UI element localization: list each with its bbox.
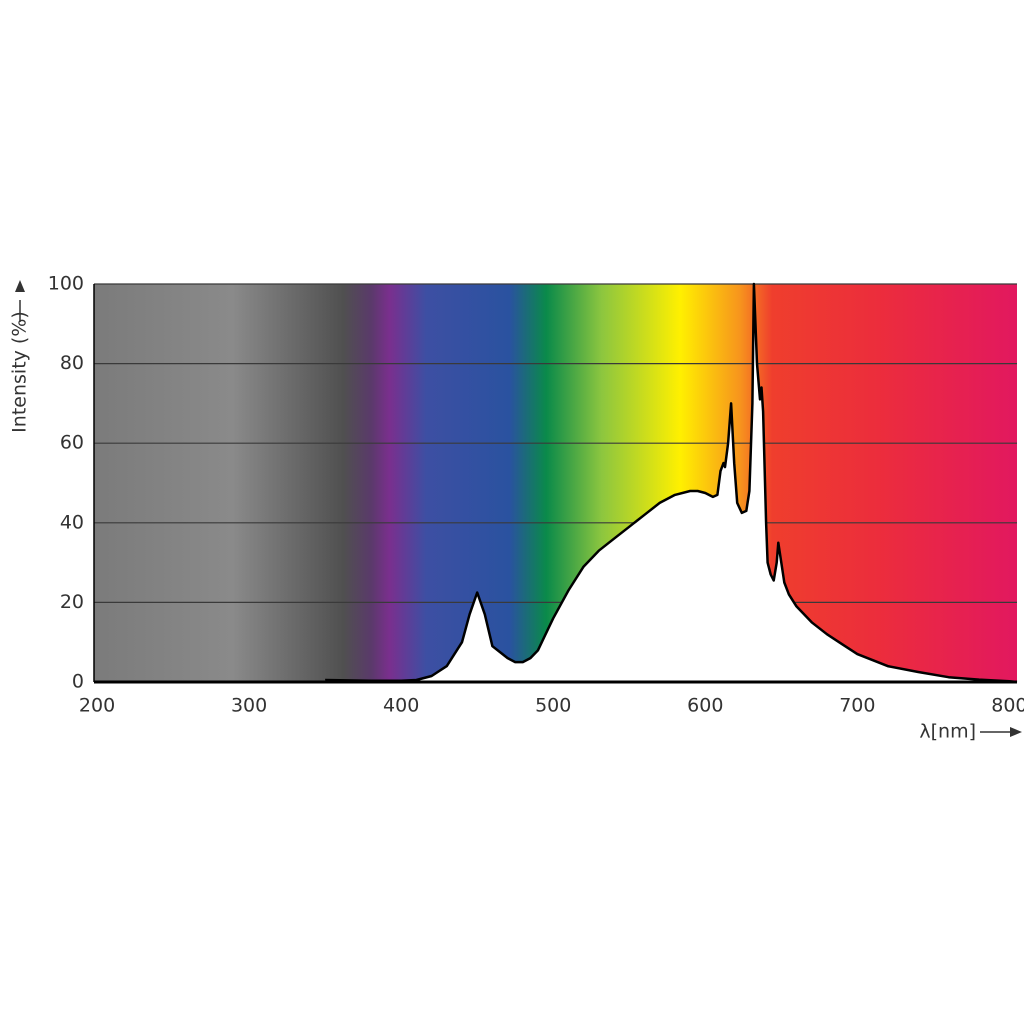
x-tick-label: 200: [79, 695, 115, 717]
spectrum-area: [325, 284, 1018, 682]
y-arrow-head: [15, 280, 25, 292]
x-tick-label: 700: [839, 695, 875, 717]
x-tick-label: 800: [991, 695, 1024, 717]
y-tick-label: 80: [60, 352, 84, 374]
y-tick-label: 60: [60, 432, 84, 454]
y-tick-label: 20: [60, 591, 84, 613]
x-tick-label: 600: [687, 695, 723, 717]
x-arrow-head: [1010, 727, 1022, 737]
y-axis-label: Intensity (%): [9, 311, 31, 433]
y-tick-label: 0: [72, 671, 84, 693]
x-tick-label: 400: [383, 695, 419, 717]
x-tick-label: 500: [535, 695, 571, 717]
y-tick-label: 40: [60, 511, 84, 533]
spectrum-line: [325, 282, 1018, 684]
y-tick-label: 100: [48, 273, 84, 295]
x-tick-label: 300: [231, 695, 267, 717]
x-axis-label: λ[nm]: [919, 721, 976, 743]
